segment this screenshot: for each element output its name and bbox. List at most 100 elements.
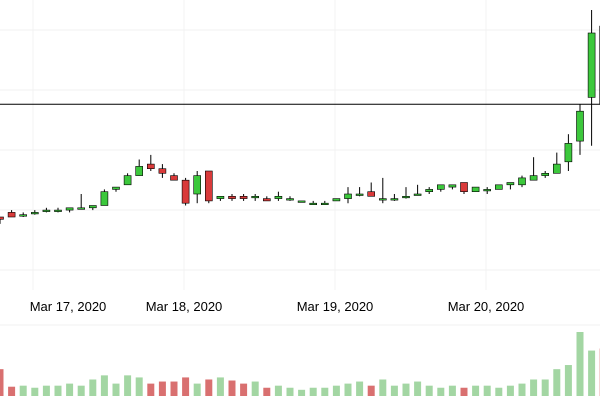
volume-bar	[158, 381, 166, 396]
volume-bar	[193, 383, 201, 396]
volume-bar	[576, 332, 584, 396]
candle-body	[158, 168, 167, 174]
candle-body	[170, 175, 178, 181]
volume-bar	[472, 385, 480, 396]
candle-body	[355, 193, 364, 196]
volume-bar	[425, 385, 433, 396]
volume-bar	[0, 369, 4, 396]
candle-body	[147, 163, 155, 170]
volume-bar	[506, 385, 514, 396]
x-axis: Mar 17, 2020 Mar 18, 2020 Mar 19, 2020 M…	[30, 299, 525, 314]
volume-bar	[332, 385, 340, 396]
candle-body	[205, 170, 213, 202]
candle-body	[425, 189, 434, 192]
candle-body	[332, 198, 341, 202]
candle-body	[309, 202, 318, 205]
candle-body	[239, 196, 248, 199]
candle-body	[344, 193, 352, 199]
volume-bar	[147, 383, 155, 396]
candle-body	[42, 209, 51, 212]
candle-body	[112, 186, 120, 190]
volume-bar	[483, 385, 491, 396]
x-tick-label: Mar 20, 2020	[448, 299, 525, 314]
candle-body	[297, 200, 306, 203]
volume-bar	[263, 387, 271, 396]
volume-bar	[309, 387, 317, 396]
volume-bar	[518, 383, 526, 396]
candle-body	[483, 189, 492, 192]
volume-bar	[414, 381, 422, 396]
volume-bar	[8, 386, 16, 396]
candle-body	[413, 193, 422, 196]
volume-bar	[251, 381, 259, 396]
volume-bar	[19, 385, 27, 396]
volume-bar	[240, 383, 248, 396]
x-tick-label: Mar 19, 2020	[297, 299, 374, 314]
volume-bar	[437, 387, 445, 396]
volume-bar	[54, 385, 62, 396]
candle-body	[135, 166, 143, 176]
candle-body	[552, 163, 561, 174]
volume-bar	[402, 383, 410, 396]
volume-bar	[100, 375, 108, 396]
candle-body	[448, 184, 457, 188]
candle-body	[390, 198, 399, 201]
volume-bar	[77, 385, 85, 396]
candle-body	[576, 110, 584, 142]
candle-body	[587, 32, 596, 98]
candle-body	[320, 202, 329, 205]
candle-body	[529, 175, 538, 181]
volume-bar	[42, 385, 50, 396]
candle-body	[100, 191, 109, 206]
candle-body	[564, 143, 573, 163]
candles	[0, 10, 600, 224]
volume-bar	[286, 387, 294, 396]
candle-body	[436, 184, 445, 190]
volume-bar	[170, 381, 178, 396]
volume-bar	[367, 385, 375, 396]
candle-body	[367, 191, 376, 197]
candle-body	[262, 198, 271, 202]
volume-bar	[135, 377, 143, 396]
volume-bar	[344, 383, 352, 396]
candle-body	[123, 175, 132, 186]
volume-bar	[228, 380, 236, 396]
candle-body	[286, 198, 294, 201]
x-tick-label: Mar 17, 2020	[30, 299, 107, 314]
candle-body	[181, 179, 190, 204]
volume-bar	[124, 375, 132, 396]
candle-body	[228, 196, 236, 199]
candle-body	[65, 207, 74, 211]
candle-body	[506, 182, 515, 186]
candle-body	[518, 177, 526, 186]
volume-bar	[379, 379, 387, 396]
volume-bar	[205, 379, 213, 396]
candle-body	[274, 196, 283, 199]
volume-bar	[298, 389, 306, 396]
volume-bar	[530, 379, 538, 396]
candle-body	[460, 182, 468, 192]
volume-bars	[0, 332, 600, 396]
volume-bar	[112, 383, 120, 396]
x-tick-label: Mar 18, 2020	[146, 299, 223, 314]
grid-lines	[0, 0, 600, 326]
candle-body	[251, 196, 259, 199]
candle-body	[89, 205, 97, 209]
volume-bar	[588, 350, 596, 396]
candle-body	[0, 216, 4, 220]
candle-body	[54, 209, 62, 212]
candle-body	[193, 175, 201, 195]
volume-bar	[495, 387, 503, 396]
volume-bar	[356, 381, 364, 396]
volume-bar	[321, 387, 329, 396]
volume-bar	[89, 379, 97, 396]
candle-body	[216, 196, 225, 199]
volume-bar	[182, 377, 190, 396]
candle-body	[378, 198, 387, 201]
volume-bar	[390, 385, 398, 396]
candle-body	[30, 212, 39, 215]
candle-body	[494, 184, 503, 190]
volume-bar	[448, 385, 456, 396]
candle-body	[541, 173, 550, 176]
